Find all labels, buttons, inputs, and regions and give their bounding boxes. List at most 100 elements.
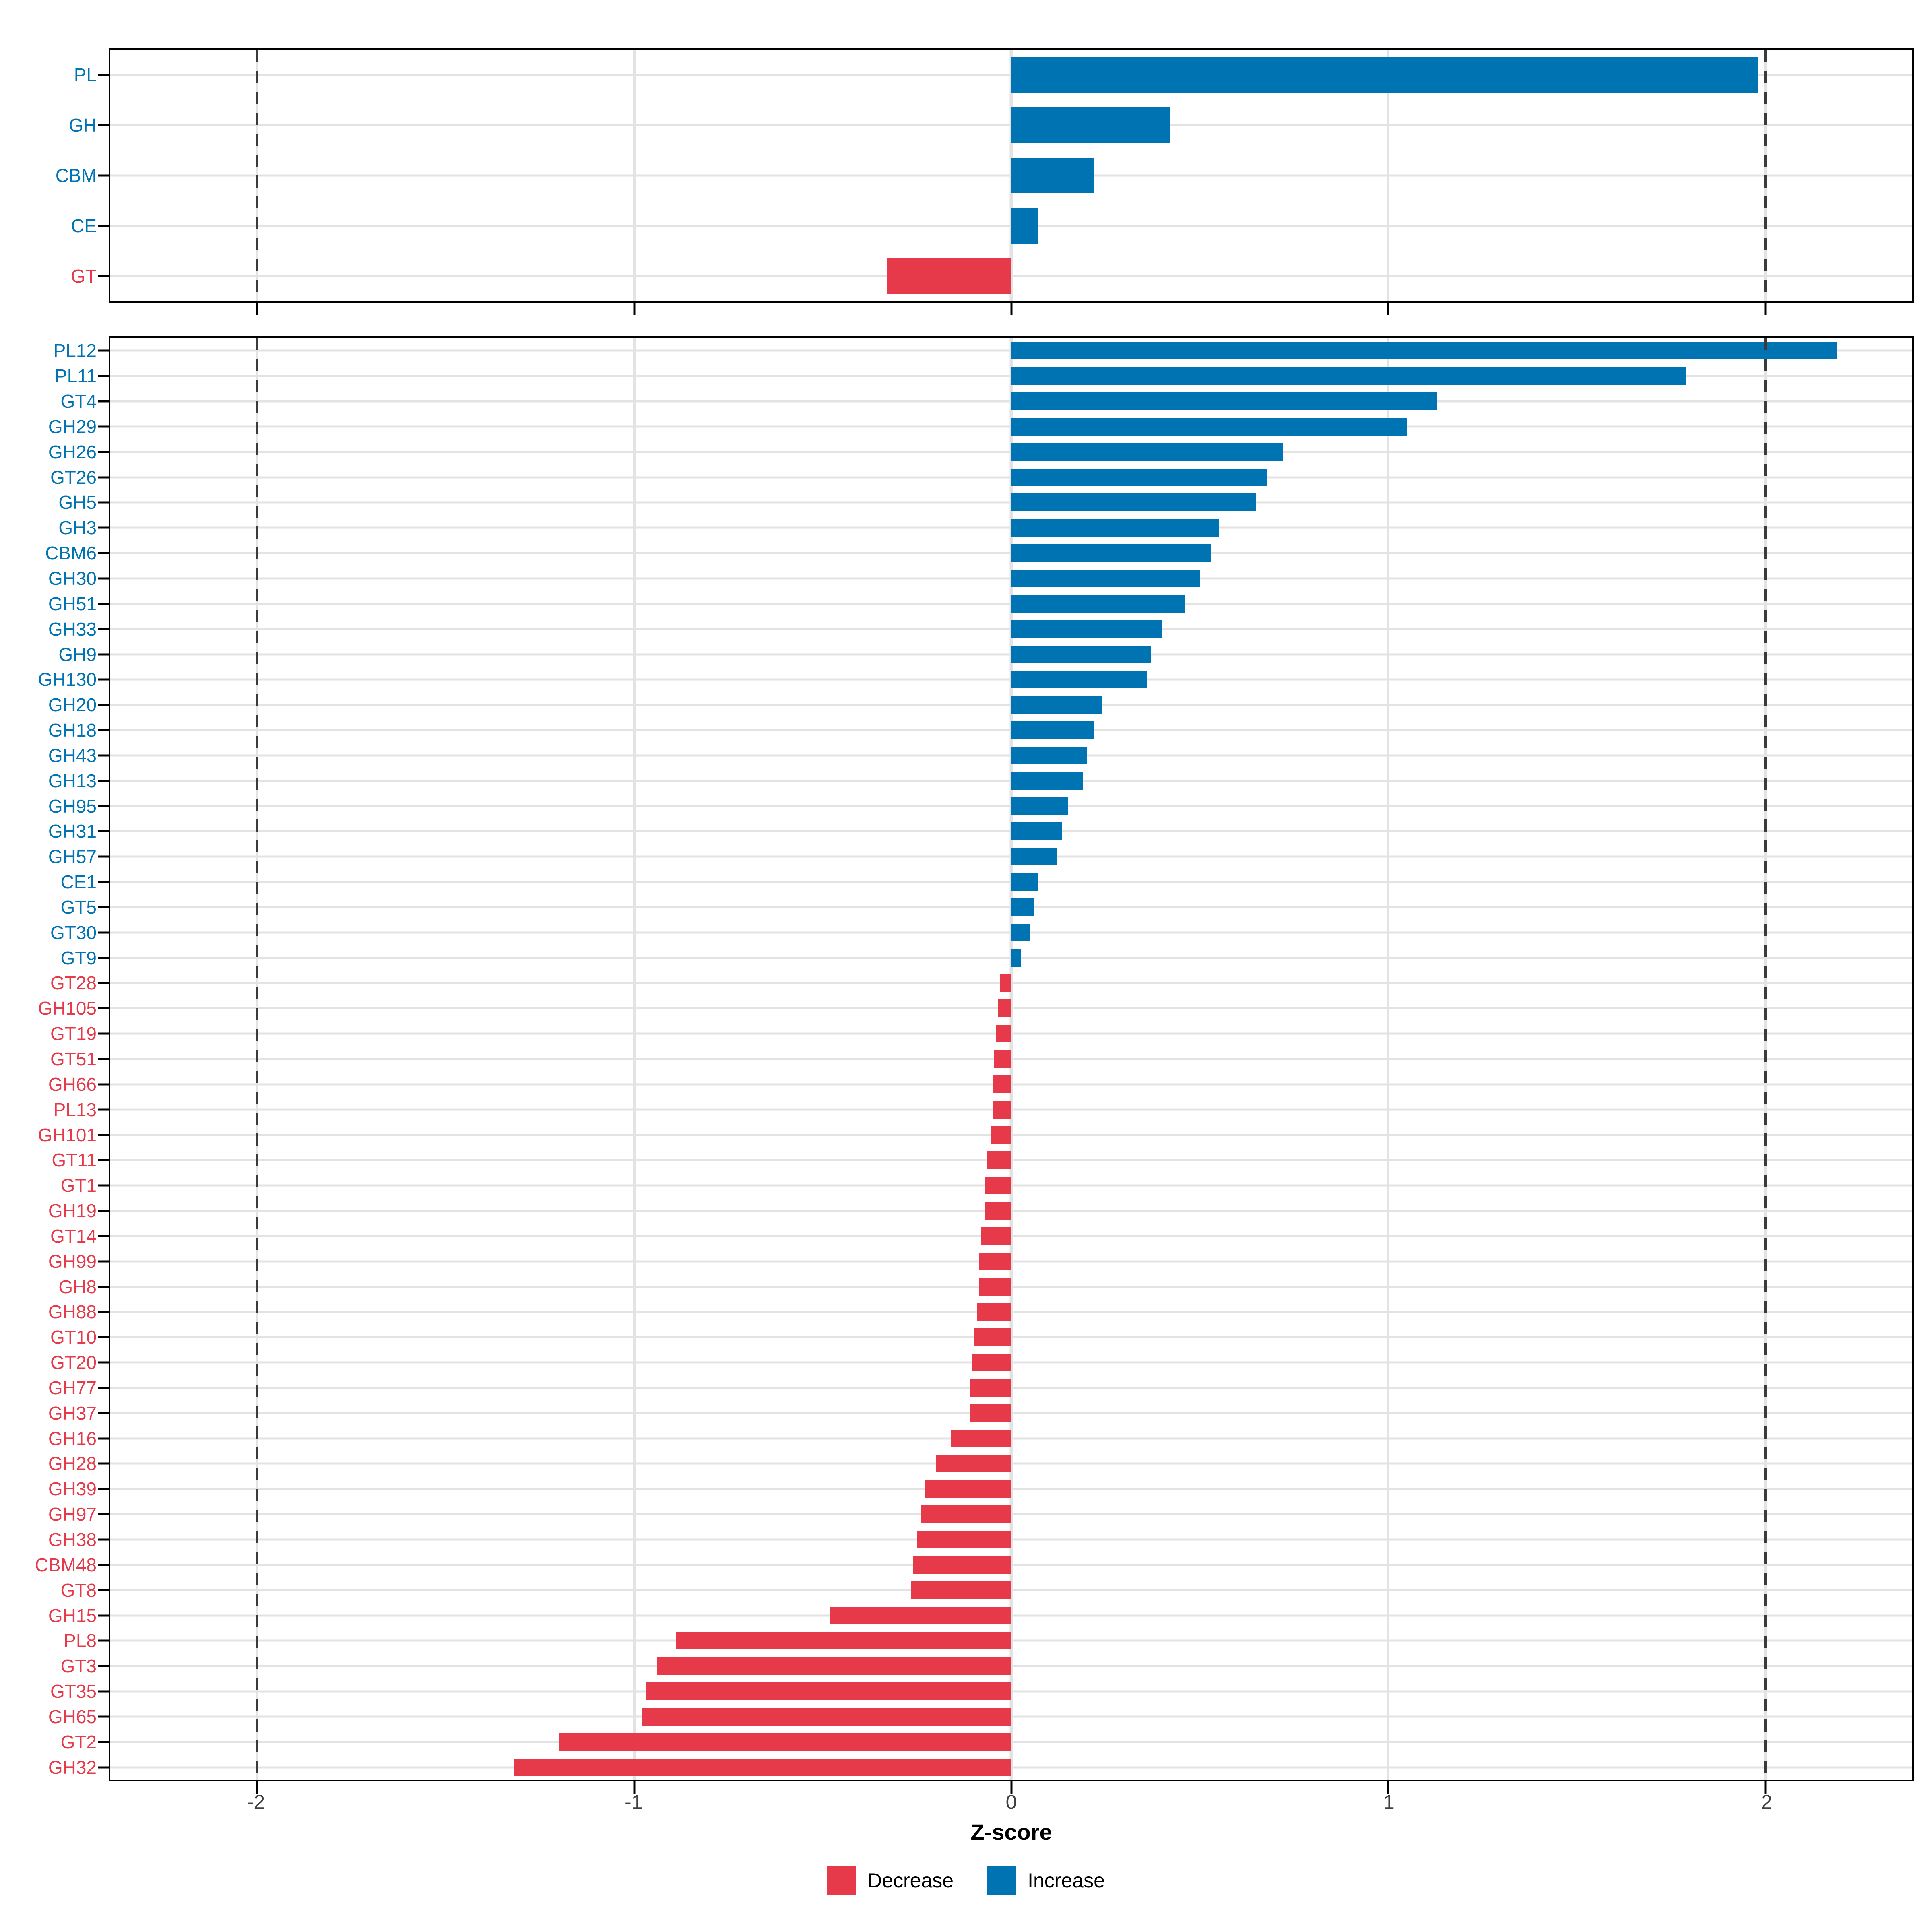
y-tick — [98, 1311, 109, 1313]
y-tick — [98, 526, 109, 529]
gridline-h — [110, 1134, 1912, 1136]
y-tick — [98, 349, 109, 352]
y-tick — [98, 1741, 109, 1743]
bar — [987, 1151, 1011, 1169]
category-row: GH — [69, 100, 1912, 151]
category-row: GH88 — [48, 1299, 1912, 1325]
bar — [1011, 898, 1034, 916]
x-tick-label: -2 — [247, 1791, 265, 1813]
category-label: GH19 — [48, 1200, 97, 1222]
y-tick — [98, 704, 109, 706]
category-row: GH43 — [48, 743, 1912, 768]
x-tick — [633, 303, 636, 315]
bar — [1011, 569, 1200, 587]
legend-label-increase: Increase — [1028, 1869, 1105, 1892]
category-label: GH15 — [48, 1605, 97, 1626]
bar — [970, 1379, 1011, 1397]
category-label: GH38 — [48, 1529, 97, 1550]
y-tick — [98, 1134, 109, 1136]
category-label: GH101 — [38, 1124, 97, 1146]
category-label: PL11 — [54, 365, 97, 387]
category-label: GT30 — [50, 922, 97, 943]
bar — [951, 1429, 1011, 1447]
category-row: GT26 — [50, 464, 1912, 490]
y-tick — [98, 552, 109, 554]
bar — [996, 1025, 1011, 1043]
category-row: GH5 — [58, 490, 1912, 515]
category-row: GT8 — [61, 1577, 1912, 1603]
bar — [1011, 417, 1407, 436]
category-label: GH28 — [48, 1453, 97, 1474]
category-row: GH32 — [48, 1754, 1912, 1780]
gridline-h — [110, 1741, 1912, 1743]
category-label: GH77 — [48, 1377, 97, 1398]
bar — [1011, 107, 1170, 143]
dashed-reference-line — [1764, 50, 1767, 301]
y-tick — [98, 425, 109, 428]
category-row: GH8 — [58, 1274, 1912, 1299]
bar — [925, 1480, 1011, 1498]
category-label: GH97 — [48, 1504, 97, 1525]
x-tick-label: 2 — [1761, 1791, 1772, 1813]
category-label: GH29 — [48, 416, 97, 437]
bar — [1011, 342, 1837, 360]
category-row: CBM — [56, 151, 1912, 201]
y-tick — [98, 754, 109, 757]
category-row: GT11 — [52, 1148, 1912, 1173]
gridline-h — [110, 1564, 1912, 1566]
gridline-h — [110, 1083, 1912, 1086]
x-tick — [256, 303, 258, 315]
bar — [1000, 974, 1011, 992]
x-tick — [1387, 1781, 1389, 1794]
category-label: GH8 — [58, 1276, 97, 1297]
y-tick — [98, 1184, 109, 1187]
y-tick — [98, 1589, 109, 1591]
x-tick-label: -1 — [624, 1791, 643, 1813]
category-row: PL — [74, 50, 1912, 100]
bar — [972, 1354, 1011, 1372]
dashed-reference-line — [256, 50, 259, 301]
category-row: GH37 — [48, 1400, 1912, 1426]
y-tick — [98, 375, 109, 377]
bar — [977, 1303, 1011, 1321]
y-tick — [98, 1361, 109, 1364]
bar — [1011, 57, 1758, 93]
y-tick — [98, 225, 109, 227]
gridline-h — [110, 1690, 1912, 1693]
category-row: GT9 — [61, 945, 1912, 970]
bar — [1011, 696, 1102, 714]
category-row: GT20 — [50, 1350, 1912, 1375]
y-tick — [98, 1614, 109, 1616]
gridline-h — [110, 1361, 1912, 1364]
gridline-h — [110, 1336, 1912, 1338]
y-tick — [98, 1260, 109, 1263]
category-label: GT1 — [60, 1175, 97, 1196]
y-tick — [98, 476, 109, 479]
y-tick — [98, 1032, 109, 1035]
category-row: GT51 — [50, 1046, 1912, 1072]
bar — [514, 1758, 1011, 1776]
category-label: GH20 — [48, 694, 97, 716]
dashed-reference-line — [1764, 338, 1767, 1780]
bar — [1011, 367, 1686, 385]
bar — [887, 258, 1011, 294]
category-label: PL8 — [64, 1630, 97, 1651]
y-tick — [98, 1235, 109, 1237]
category-label: GT28 — [50, 972, 97, 994]
y-tick — [98, 906, 109, 908]
category-label: GH95 — [48, 795, 97, 817]
y-tick — [98, 451, 109, 453]
y-tick — [98, 1210, 109, 1212]
category-row: GT19 — [50, 1021, 1912, 1046]
bar — [1011, 493, 1257, 512]
category-label: GH — [69, 115, 97, 136]
category-label: CE1 — [60, 871, 97, 893]
bar — [1011, 443, 1283, 461]
category-label: GT8 — [60, 1579, 97, 1601]
category-label: GT11 — [52, 1150, 97, 1171]
category-row: GT35 — [50, 1679, 1912, 1704]
category-row: GH105 — [38, 996, 1912, 1021]
category-label: GH31 — [48, 821, 97, 842]
category-row: GH99 — [48, 1249, 1912, 1274]
legend-label-decrease: Decrease — [867, 1869, 954, 1892]
